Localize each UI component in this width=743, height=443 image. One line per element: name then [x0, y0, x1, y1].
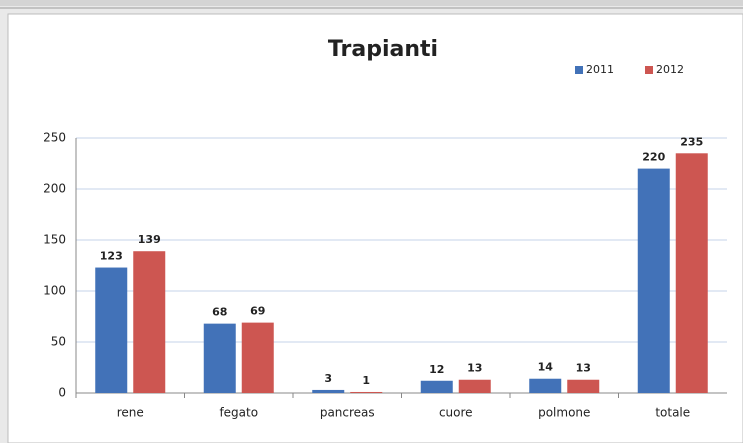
value-label: 68 — [212, 306, 227, 319]
x-tick-label: totale — [655, 406, 690, 420]
legend-swatch — [575, 66, 583, 74]
chart-area — [7, 13, 743, 443]
top-bar — [0, 0, 743, 6]
legend-swatch — [645, 66, 653, 74]
value-label: 3 — [324, 372, 332, 385]
legend-label: 2012 — [656, 63, 684, 76]
y-tick-label: 0 — [58, 386, 66, 400]
value-label: 13 — [467, 362, 482, 375]
y-tick-label: 50 — [51, 335, 66, 349]
value-label: 123 — [100, 250, 123, 263]
bar — [529, 378, 562, 393]
value-label: 12 — [429, 363, 444, 376]
bar — [241, 322, 274, 393]
value-label: 139 — [138, 233, 161, 246]
bar — [675, 153, 708, 393]
x-tick-label: polmone — [538, 406, 590, 420]
value-label: 1 — [362, 374, 370, 387]
bar — [567, 379, 600, 393]
bar — [203, 323, 236, 393]
x-tick-label: cuore — [439, 406, 473, 420]
x-tick-label: fegato — [219, 406, 258, 420]
chart-title: Trapianti — [328, 37, 438, 62]
value-label: 13 — [576, 362, 591, 375]
value-label: 220 — [642, 151, 665, 164]
bar — [458, 379, 491, 393]
bar — [312, 389, 345, 393]
bar — [420, 380, 453, 393]
y-tick-label: 250 — [43, 131, 66, 145]
y-tick-label: 100 — [43, 284, 66, 298]
value-label: 235 — [680, 135, 703, 148]
bar — [637, 168, 670, 393]
x-tick-label: rene — [117, 406, 144, 420]
bar — [95, 267, 128, 393]
y-tick-label: 200 — [43, 182, 66, 196]
bar — [133, 251, 166, 393]
y-tick-label: 150 — [43, 233, 66, 247]
value-label: 69 — [250, 305, 265, 318]
bar — [350, 391, 383, 393]
x-tick-label: pancreas — [320, 406, 375, 420]
value-label: 14 — [538, 361, 554, 374]
legend-label: 2011 — [586, 63, 614, 76]
